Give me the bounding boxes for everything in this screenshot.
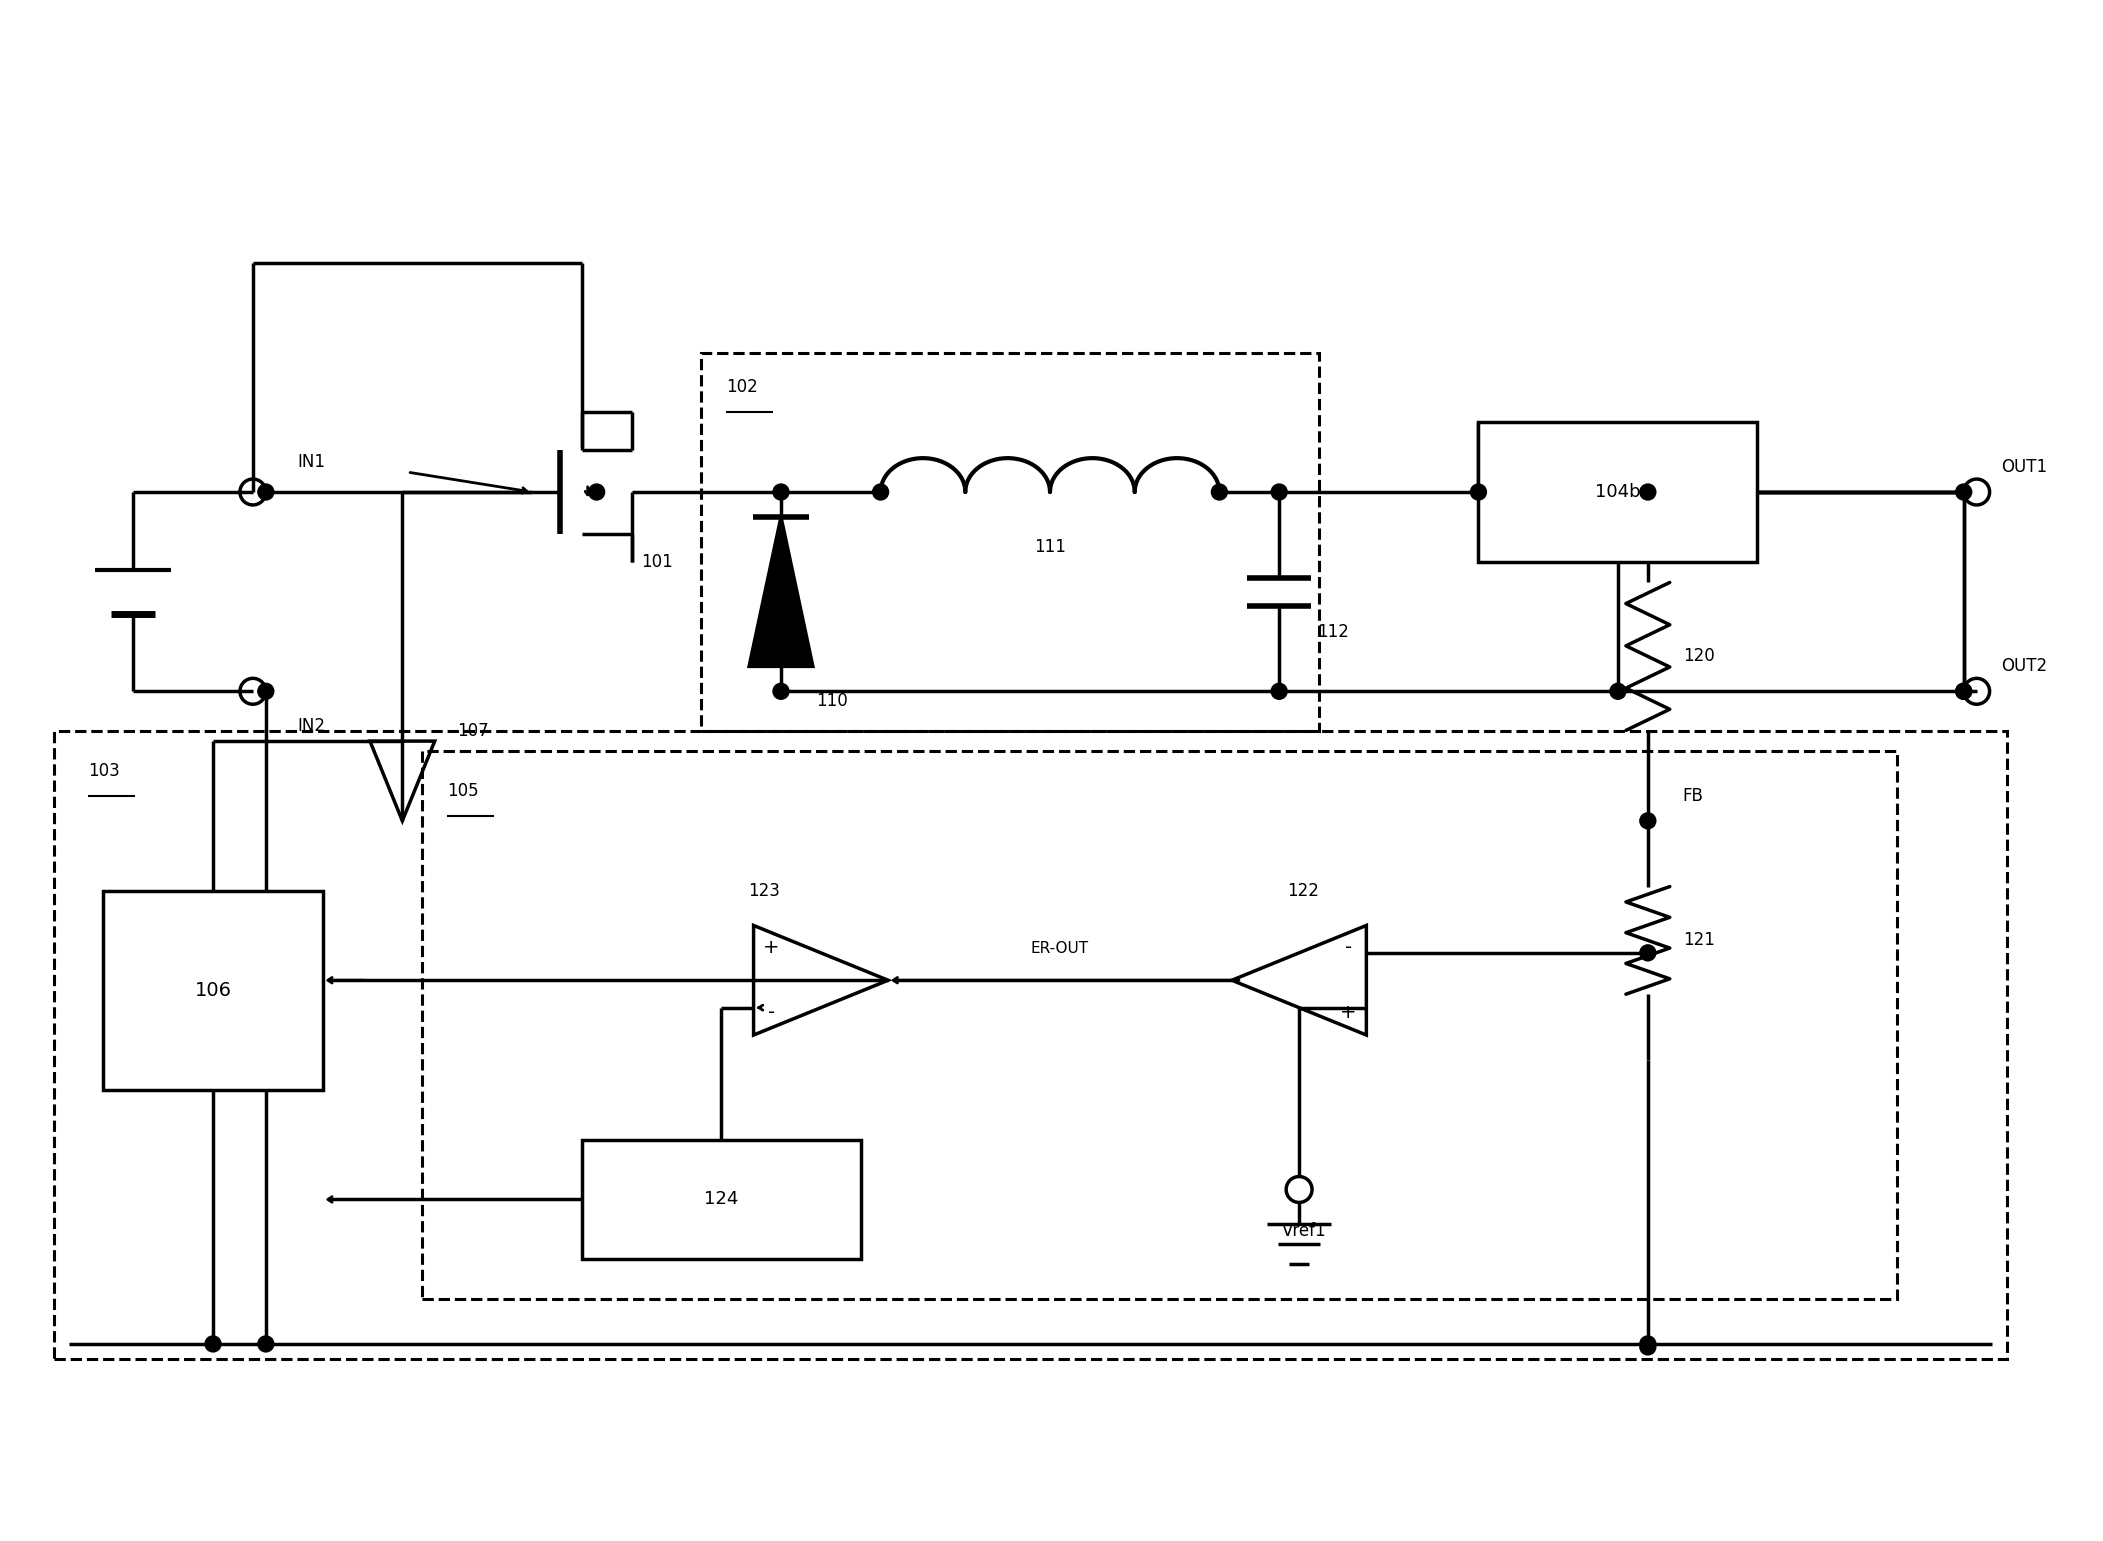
Circle shape	[1640, 1339, 1655, 1355]
Bar	[1478, 422, 1758, 562]
Text: IN2: IN2	[299, 717, 326, 735]
Text: 124: 124	[705, 1191, 738, 1208]
Circle shape	[259, 683, 273, 700]
Text: 105: 105	[448, 781, 479, 800]
Circle shape	[1640, 812, 1655, 829]
Bar	[583, 1140, 860, 1259]
Text: Vref1: Vref1	[1281, 1222, 1327, 1241]
Polygon shape	[749, 516, 814, 666]
Bar	[423, 750, 1897, 1299]
Text: OUT1: OUT1	[2002, 458, 2048, 476]
Text: FB: FB	[1682, 787, 1703, 804]
Text: 123: 123	[749, 881, 780, 900]
Text: 103: 103	[88, 761, 120, 780]
Circle shape	[1956, 484, 1973, 499]
Bar	[700, 353, 1319, 730]
Text: -: -	[1344, 938, 1352, 957]
Circle shape	[1270, 484, 1287, 499]
Text: 106: 106	[196, 980, 231, 1000]
Text: 120: 120	[1682, 647, 1714, 666]
Circle shape	[774, 484, 789, 499]
Circle shape	[873, 484, 890, 499]
Text: 101: 101	[641, 553, 673, 570]
Text: 107: 107	[456, 723, 488, 740]
Circle shape	[1611, 683, 1626, 700]
Text: 112: 112	[1316, 623, 1348, 641]
Circle shape	[1470, 484, 1487, 499]
Text: 121: 121	[1682, 931, 1714, 949]
Bar	[103, 891, 322, 1089]
Circle shape	[1956, 683, 1973, 700]
Text: 111: 111	[1035, 538, 1066, 556]
Bar	[53, 730, 2006, 1359]
Circle shape	[1640, 1336, 1655, 1351]
Text: +: +	[1340, 1003, 1356, 1022]
Circle shape	[1640, 945, 1655, 960]
Circle shape	[774, 683, 789, 700]
Text: -: -	[768, 1003, 776, 1022]
Text: +: +	[763, 938, 780, 957]
Circle shape	[259, 1336, 273, 1351]
Circle shape	[1211, 484, 1228, 499]
Text: IN1: IN1	[299, 453, 326, 472]
Circle shape	[259, 484, 273, 499]
Text: 110: 110	[816, 692, 848, 710]
Text: ER-OUT: ER-OUT	[1030, 942, 1089, 955]
Text: 102: 102	[726, 379, 757, 396]
Circle shape	[1270, 683, 1287, 700]
Text: OUT2: OUT2	[2002, 658, 2048, 675]
Text: 122: 122	[1287, 881, 1319, 900]
Circle shape	[1956, 683, 1973, 700]
Circle shape	[206, 1336, 221, 1351]
Circle shape	[1640, 484, 1655, 499]
Circle shape	[589, 484, 606, 499]
Text: 104b: 104b	[1596, 482, 1640, 501]
